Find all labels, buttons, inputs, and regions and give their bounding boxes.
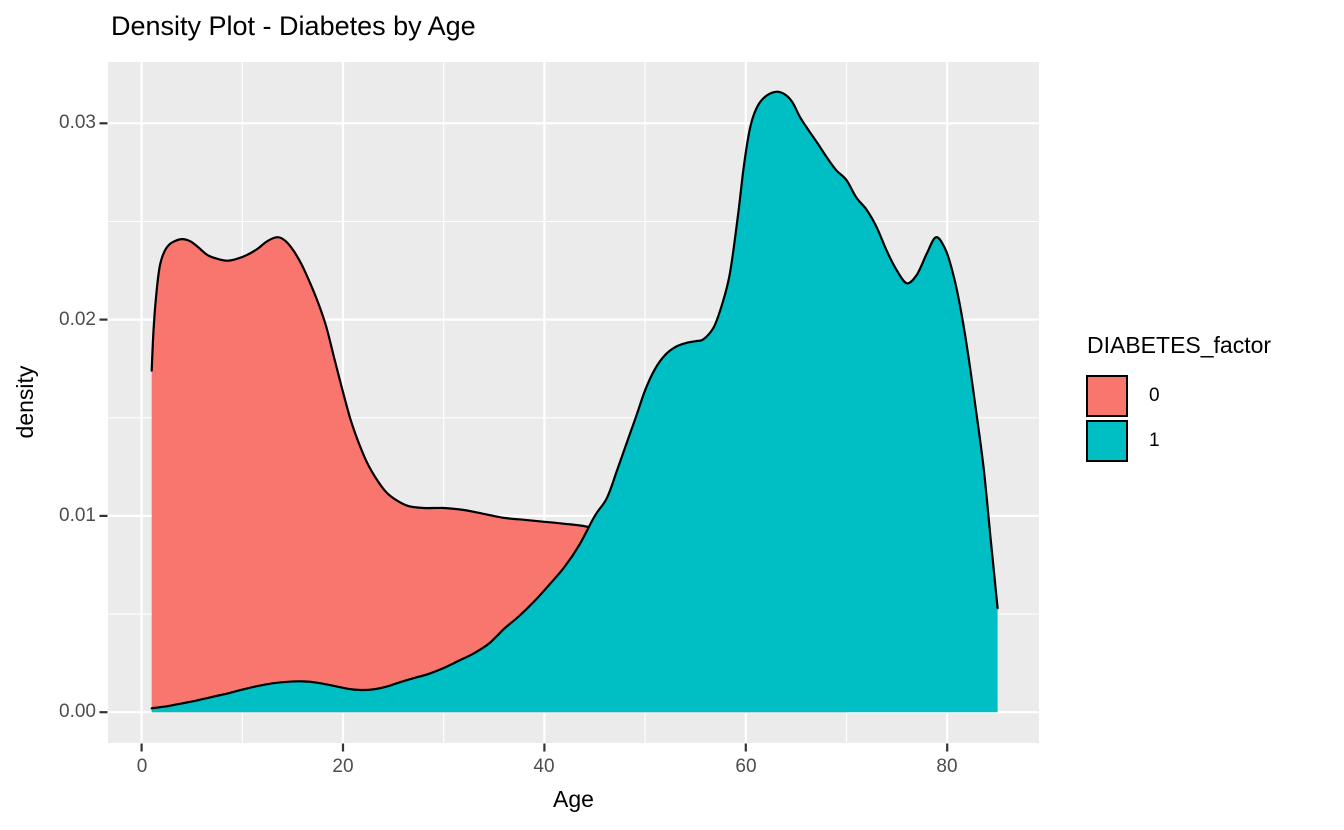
x-tick-label-20: 20 xyxy=(332,756,354,777)
x-tick-label-80: 80 xyxy=(936,756,958,777)
legend-label-0: 0 xyxy=(1149,385,1160,406)
x-axis-title: Age xyxy=(553,786,594,812)
legend-title: DIABETES_factor xyxy=(1087,332,1272,358)
x-tick-label-60: 60 xyxy=(735,756,757,777)
legend: DIABETES_factor 0 1 xyxy=(1086,332,1336,465)
legend-item-0: 0 xyxy=(1086,375,1336,417)
x-tick-label-40: 40 xyxy=(533,756,555,777)
legend-swatch-1-icon xyxy=(1086,420,1128,462)
plot-title: Density Plot - Diabetes by Age xyxy=(111,11,476,41)
legend-label-1: 1 xyxy=(1149,430,1160,451)
x-tick-label-0: 0 xyxy=(136,756,148,777)
y-tick-label-0.02: 0.02 xyxy=(59,309,96,330)
y-tick-label-0.03: 0.03 xyxy=(59,112,96,133)
y-axis-title: density xyxy=(12,365,38,439)
legend-item-1: 1 xyxy=(1086,420,1336,462)
legend-swatch-0-icon xyxy=(1086,375,1128,417)
y-tick-label-0.00: 0.00 xyxy=(59,701,96,722)
y-tick-label-0.01: 0.01 xyxy=(59,505,96,526)
